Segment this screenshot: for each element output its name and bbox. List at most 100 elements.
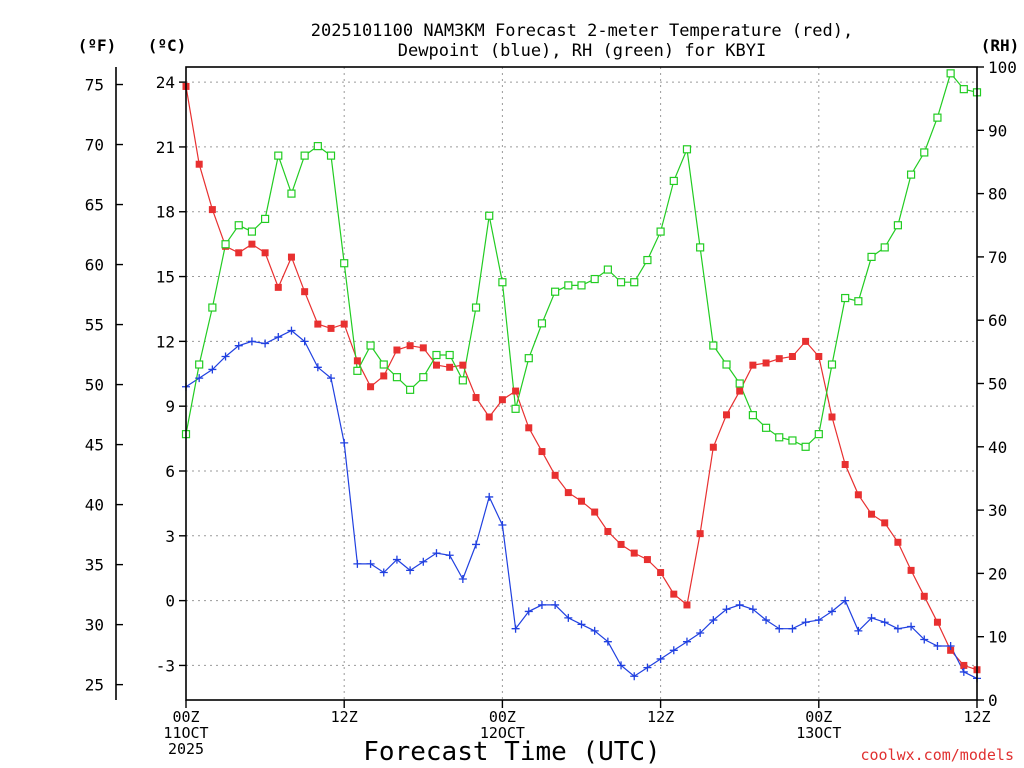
rh-point	[788, 436, 797, 445]
dewpoint-point	[617, 661, 626, 670]
rh-tick-label: 100	[988, 58, 1017, 77]
celsius-tick-label: 6	[165, 462, 175, 481]
temperature-point	[208, 206, 216, 214]
fahrenheit-tick-label: 65	[85, 196, 104, 215]
temperature-point	[419, 344, 427, 352]
temperature-point	[802, 337, 810, 345]
dewpoint-point	[313, 363, 322, 372]
temperature-point	[788, 352, 796, 360]
temperature-point	[406, 342, 414, 350]
temperature-line	[185, 86, 978, 671]
dewpoint-point	[234, 341, 243, 350]
temperature-point	[947, 646, 955, 654]
dewpoint-point	[907, 622, 916, 631]
temperature-point	[604, 527, 612, 535]
rh-point	[524, 354, 533, 363]
temperature-point	[775, 355, 783, 363]
temperature-point	[894, 538, 902, 546]
dewpoint-point	[445, 551, 454, 560]
dewpoint-point	[959, 667, 968, 676]
x-tick-label: 11OCT	[163, 724, 208, 742]
rh-point	[313, 142, 322, 151]
rh-point	[643, 255, 652, 265]
rh-point	[603, 265, 612, 274]
x-tick-label: 13OCT	[796, 724, 841, 742]
temperature-point	[314, 320, 322, 328]
dewpoint-point	[854, 626, 863, 635]
rh-point	[221, 240, 230, 249]
dewpoint-point	[722, 605, 731, 614]
dewpoint-point	[788, 624, 797, 633]
temperature-point	[617, 540, 625, 548]
dewpoint-point	[577, 620, 586, 629]
x-tick-label: 00Z	[805, 708, 832, 726]
rh-point	[274, 151, 283, 160]
dewpoint-point	[195, 374, 204, 383]
rh-tick-label: 40	[988, 438, 1007, 457]
x-tick-label: 12Z	[963, 708, 990, 726]
celsius-tick-label: 18	[156, 203, 175, 222]
rh-point	[577, 281, 586, 290]
rh-point	[841, 293, 850, 303]
temperature-point	[512, 387, 520, 395]
rh-point	[933, 113, 942, 122]
rh-point	[722, 360, 731, 369]
temperature-point	[868, 510, 876, 518]
dewpoint-point	[511, 624, 520, 633]
temperature-point	[907, 566, 915, 574]
dewpoint-markers	[182, 326, 981, 683]
rh-tick-label: 60	[988, 311, 1007, 330]
dewpoint-point	[775, 624, 784, 633]
dewpoint-point	[630, 672, 639, 681]
temperature-point	[815, 352, 823, 360]
dewpoint-point	[933, 641, 942, 650]
x-tick-label: 12Z	[331, 708, 358, 726]
temperature-point	[287, 253, 295, 261]
rh-point	[854, 297, 863, 306]
celsius-tick-label: 0	[165, 592, 175, 611]
rh-point	[195, 360, 204, 369]
temperature-point	[195, 160, 203, 168]
dewpoint-point	[208, 365, 217, 374]
rh-point	[300, 151, 309, 160]
rh-point	[920, 148, 929, 157]
dewpoint-point	[485, 492, 494, 501]
rh-point	[775, 433, 784, 442]
temperature-point	[274, 283, 282, 291]
temperature-point	[841, 461, 849, 469]
temperature-point	[828, 413, 836, 421]
dewpoint-point	[827, 607, 836, 616]
dewpoint-point	[524, 607, 533, 616]
rh-point	[669, 176, 678, 186]
rh-point	[906, 170, 916, 179]
dewpoint-point	[709, 616, 718, 625]
temperature-point	[578, 497, 585, 505]
temperature-point	[380, 372, 388, 380]
dewpoint-point	[841, 596, 850, 605]
celsius-tick-label: 24	[156, 73, 175, 92]
temperature-point	[551, 471, 559, 479]
fahrenheit-tick-label: 30	[85, 616, 104, 635]
x-tick-label: 12Z	[647, 708, 674, 726]
x-tick-label: 2025	[168, 740, 204, 758]
temperature-point	[762, 359, 770, 367]
temperature-point	[920, 592, 928, 600]
fahrenheit-tick-label: 35	[85, 556, 104, 575]
rh-point	[432, 350, 441, 360]
temperature-point	[498, 396, 506, 404]
dewpoint-point	[247, 337, 256, 346]
rh-point	[696, 243, 705, 252]
dewpoint-point	[643, 663, 652, 672]
fahrenheit-tick-label: 50	[85, 376, 104, 395]
rh-point	[445, 350, 454, 360]
plot-frame	[185, 66, 978, 701]
rh-point	[247, 227, 257, 236]
temperature-point	[564, 489, 572, 497]
rh-point	[827, 360, 837, 369]
rh-tick-label: 20	[988, 564, 1007, 583]
x-tick-label: 00Z	[172, 708, 199, 726]
rh-point	[880, 243, 889, 252]
chart-title-line1: 2025101100 NAM3KM Forecast 2-meter Tempe…	[311, 21, 853, 41]
temperature-point	[749, 361, 757, 369]
dewpoint-point	[748, 605, 757, 614]
